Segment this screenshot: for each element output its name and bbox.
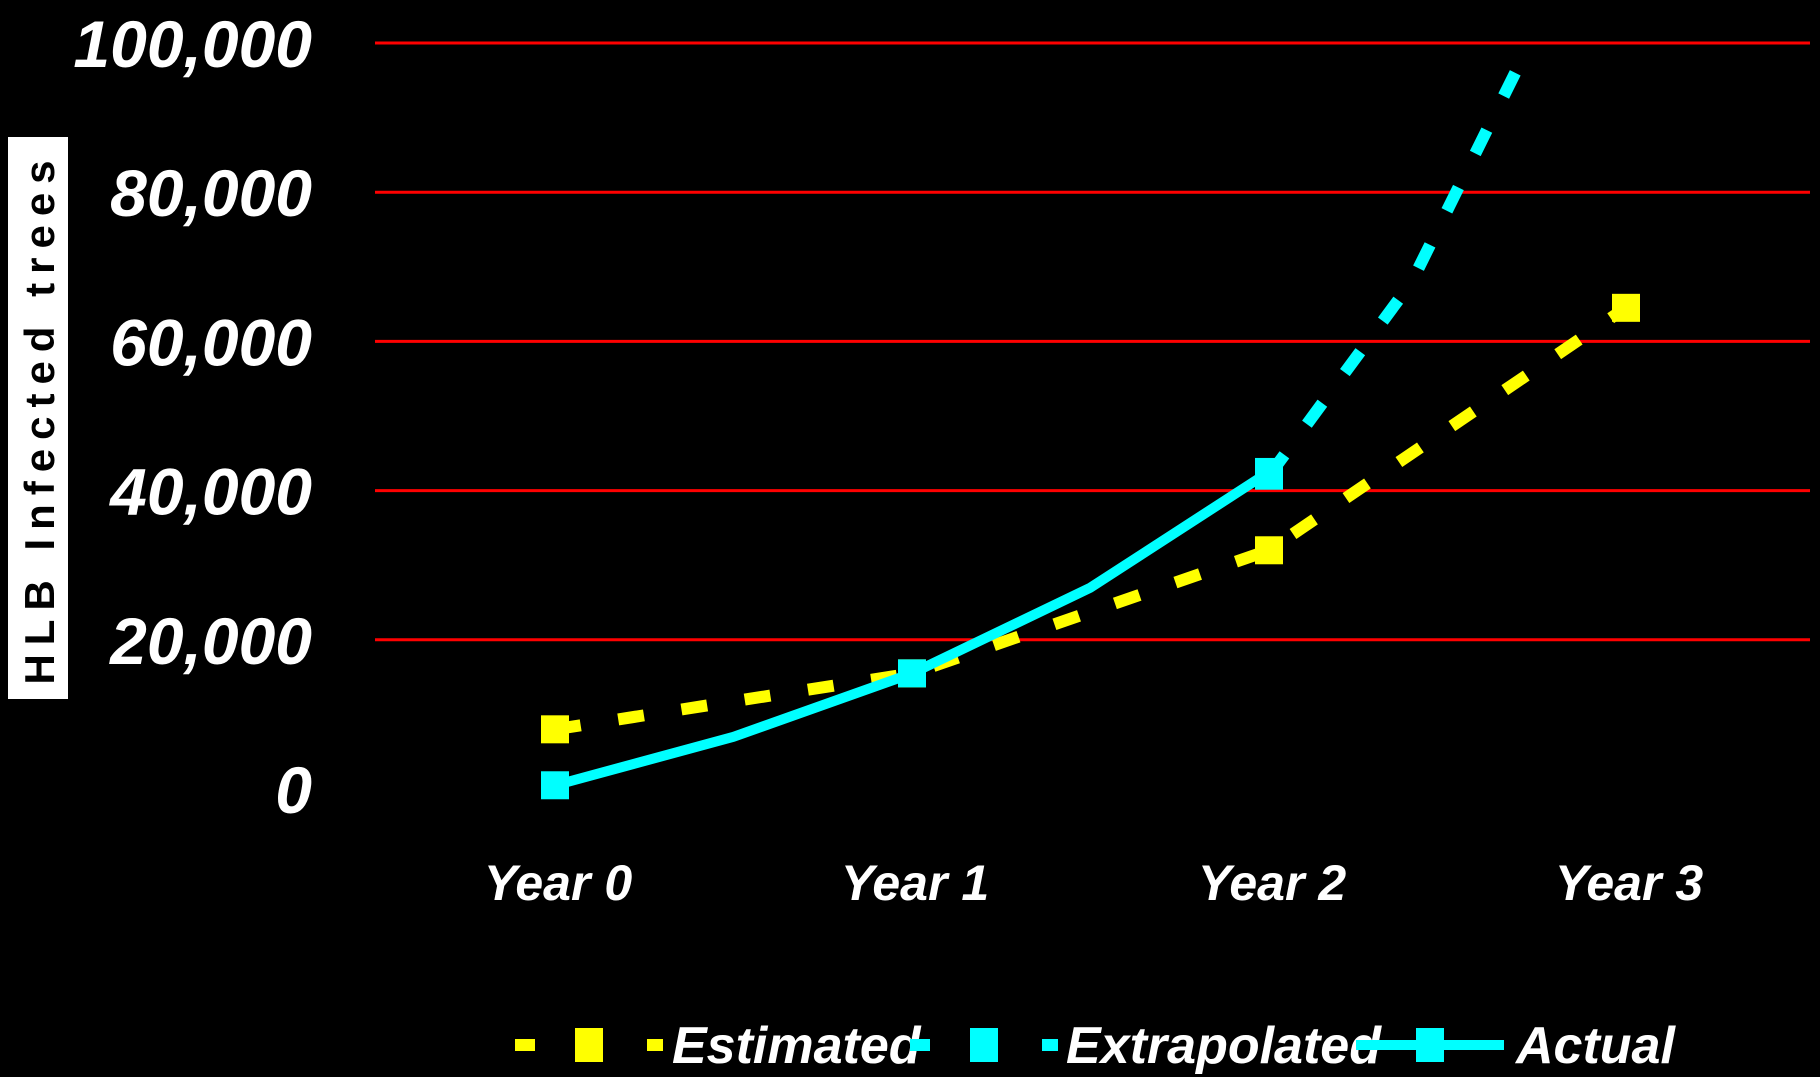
legend: Estimated Extrapolated Actual xyxy=(515,1017,1676,1075)
y-axis-label-background xyxy=(8,137,68,699)
x-axis-ticks: Year 0 Year 1 Year 2 Year 3 xyxy=(484,855,1703,911)
legend-item-estimated: Estimated xyxy=(515,1017,922,1075)
data-point xyxy=(1255,457,1283,486)
y-tick-label: 100,000 xyxy=(73,7,312,81)
x-tick-label: Year 3 xyxy=(1555,855,1703,911)
data-point xyxy=(1612,293,1640,322)
series-actual xyxy=(541,457,1283,800)
y-tick-label: 40,000 xyxy=(108,455,312,529)
y-tick-label: 0 xyxy=(275,753,312,827)
data-point xyxy=(541,715,569,744)
legend-item-actual: Actual xyxy=(1356,1017,1676,1075)
y-axis-label: HLB Infected trees xyxy=(16,151,63,684)
legend-marker xyxy=(1416,1028,1444,1062)
legend-label: Actual xyxy=(1514,1017,1676,1075)
y-tick-label: 20,000 xyxy=(108,604,312,678)
legend-label: Extrapolated xyxy=(1066,1017,1382,1075)
legend-marker xyxy=(575,1028,603,1062)
x-tick-label: Year 2 xyxy=(1198,855,1346,911)
data-point xyxy=(541,771,569,800)
legend-item-extrapolated: Extrapolated xyxy=(910,1017,1382,1075)
x-tick-label: Year 0 xyxy=(484,855,632,911)
y-axis-ticks: 0 20,000 40,000 60,000 80,000 100,000 xyxy=(73,7,312,827)
data-point xyxy=(1255,536,1283,565)
legend-label: Estimated xyxy=(672,1017,922,1075)
y-axis-label-group: HLB Infected trees xyxy=(8,137,68,699)
x-tick-label: Year 1 xyxy=(841,855,989,911)
y-tick-label: 80,000 xyxy=(110,156,312,230)
data-point xyxy=(898,659,926,688)
series-layer xyxy=(541,62,1640,800)
legend-marker xyxy=(970,1028,998,1062)
y-tick-label: 60,000 xyxy=(110,305,312,379)
series-line xyxy=(1264,62,1525,480)
